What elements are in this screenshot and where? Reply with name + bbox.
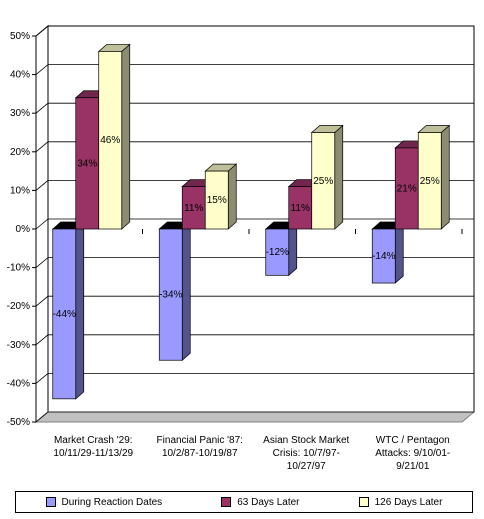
bar [311, 132, 336, 230]
y-tick-label: -10% [7, 263, 30, 274]
data-label: -34% [159, 290, 182, 301]
legend-label-63-days: 63 Days Later [237, 496, 300, 508]
x-category-label: Market Crash '29: [54, 435, 133, 446]
data-label: -14% [372, 251, 395, 262]
bar-side [75, 221, 85, 400]
y-tick-label: 30% [10, 108, 30, 119]
y-tick-label: 50% [10, 31, 30, 42]
data-label: 34% [77, 158, 97, 169]
data-label: 11% [291, 203, 310, 214]
gridline [35, 25, 474, 37]
data-label: 25% [313, 176, 333, 187]
y-tick-label: -50% [7, 417, 30, 428]
bar [204, 170, 229, 230]
legend-item-126-days: 126 Days Later [358, 496, 443, 508]
gridline [35, 334, 474, 346]
legend-swatch-63-days [221, 497, 232, 507]
data-label: 21% [397, 183, 417, 194]
data-label: 15% [207, 195, 227, 206]
bar-side [334, 124, 344, 230]
bar [371, 228, 396, 284]
gridline [35, 372, 474, 384]
gridline [35, 295, 474, 307]
bar [158, 228, 183, 361]
bar [52, 228, 77, 400]
y-tick-label: 20% [10, 147, 30, 158]
data-label: 46% [100, 135, 120, 146]
x-category-label: Financial Panic '87: [157, 435, 243, 446]
legend-swatch-reaction [45, 497, 56, 507]
bar [98, 51, 123, 230]
legend: During Reaction Dates 63 Days Later 126 … [15, 491, 473, 513]
bar-side [227, 163, 237, 230]
x-category-label: Crisis: 10/7/97- [273, 448, 340, 459]
legend-item-63-days: 63 Days Later [221, 496, 300, 508]
gridline [35, 64, 474, 75]
legend-label-reaction: During Reaction Dates [61, 496, 163, 508]
x-category-label: 10/27/97 [287, 461, 326, 472]
x-category-label: Attacks: 9/10/01- [375, 448, 450, 459]
bar-side [440, 124, 450, 230]
legend-label-126-days: 126 Days Later [374, 496, 443, 508]
x-category-label: Asian Stock Market [263, 435, 349, 446]
bar-side [288, 221, 298, 277]
y-tick-label: -30% [7, 340, 30, 351]
bar-side [121, 43, 131, 230]
x-category-label: 10/2/87-10/19/87 [162, 448, 238, 459]
y-tick-label: 0% [16, 224, 31, 235]
bar [265, 228, 290, 276]
y-tick-label: 40% [10, 70, 30, 81]
y-tick-label: 10% [10, 185, 30, 196]
data-label: 11% [184, 203, 203, 214]
y-tick-label: -20% [7, 301, 30, 312]
x-category-label: WTC / Pentagon [376, 435, 450, 446]
x-category-label: 9/21/01 [396, 461, 430, 472]
plot-floor [34, 411, 476, 423]
data-label: -12% [266, 247, 289, 258]
bar [417, 132, 442, 230]
gridline [35, 411, 474, 423]
bar-side [394, 221, 404, 284]
gridline [35, 102, 474, 114]
x-category-label: 10/11/29-11/13/29 [53, 448, 133, 459]
legend-swatch-126-days [358, 497, 369, 507]
y-tick-label: -40% [7, 378, 30, 389]
legend-item-reaction: During Reaction Dates [45, 496, 163, 508]
bar-side [181, 221, 191, 362]
data-label: 25% [420, 176, 440, 187]
gridline [35, 257, 474, 268]
data-label: -44% [53, 309, 76, 320]
